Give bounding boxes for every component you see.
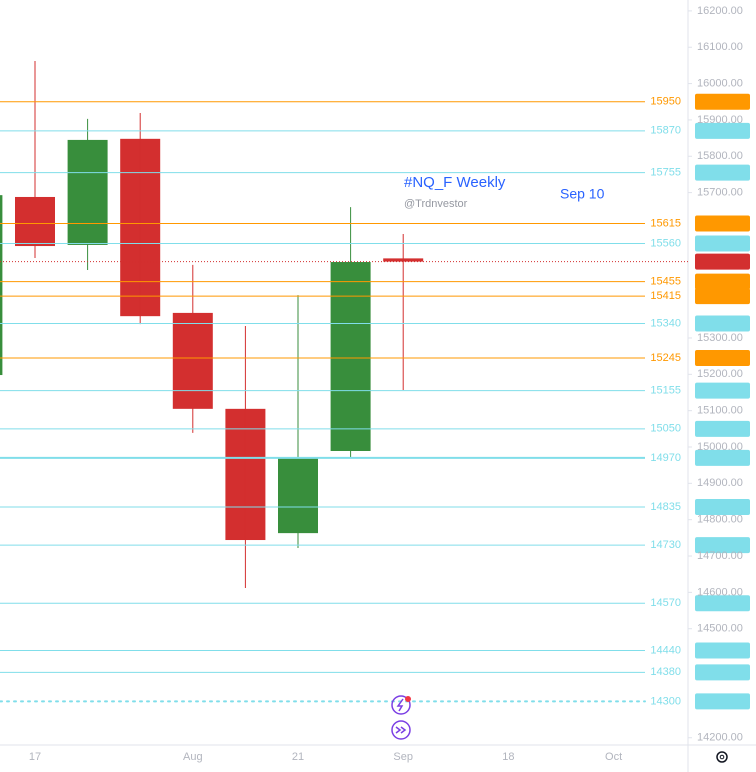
y-tick-label: 15000.00	[697, 441, 743, 453]
level-label: 14835	[650, 501, 681, 513]
level-label: 15340	[650, 317, 681, 329]
subtitle: @Trdnvestor	[404, 198, 468, 210]
y-tick-label: 15900.00	[697, 114, 743, 126]
alert-icon-bolt	[396, 698, 404, 712]
level-axis-box	[695, 235, 750, 252]
settings[interactable]	[716, 751, 728, 763]
level-label: 15050	[650, 423, 681, 435]
level-axis-box	[695, 449, 750, 466]
level-axis-box	[695, 537, 750, 554]
y-tick-label: 15100.00	[697, 405, 743, 417]
y-tick-label: 14600.00	[697, 586, 743, 598]
y-tick-label: 16100.00	[697, 41, 743, 53]
level-label: 14300	[650, 695, 681, 707]
y-tick-label: 15200.00	[697, 368, 743, 380]
y-tick-label: 14200.00	[697, 732, 743, 744]
y-tick-label: 16200.00	[697, 5, 743, 17]
settings-icon[interactable]	[716, 751, 728, 763]
level-label: 15415	[650, 290, 681, 302]
x-tick-label: Sep	[393, 751, 413, 763]
level-label: 14380	[650, 666, 681, 678]
level-label: 15615	[650, 217, 681, 229]
level-axis-box	[695, 595, 750, 612]
level-axis-box	[695, 164, 750, 181]
y-tick-label: 14900.00	[697, 477, 743, 489]
level-axis-box	[695, 642, 750, 659]
replay-icon-arrows	[395, 726, 407, 734]
alert-dot	[405, 696, 411, 702]
level-axis-box	[695, 420, 750, 437]
y-tick-label: 15300.00	[697, 332, 743, 344]
alert-icon[interactable]	[391, 695, 411, 715]
level-axis-box	[695, 664, 750, 681]
level-label: 15755	[650, 167, 681, 179]
y-tick-label: 14800.00	[697, 514, 743, 526]
level-axis-box	[695, 693, 750, 710]
level-axis-box	[695, 122, 750, 139]
replay-icon[interactable]	[391, 720, 411, 740]
level-label: 15245	[650, 352, 681, 364]
candle-body	[0, 195, 3, 376]
level-axis-box	[695, 93, 750, 110]
chart-title: #NQ_F Weekly	[404, 174, 506, 191]
x-tick-label: 18	[502, 751, 514, 763]
annotation: Sep 10	[560, 186, 605, 202]
y-tick-label: 16000.00	[697, 77, 743, 89]
level-axis-box	[695, 215, 750, 232]
level-label: 15560	[650, 237, 681, 249]
level-label: 15455	[650, 276, 681, 288]
level-label: 14730	[650, 539, 681, 551]
level-label: 14970	[650, 452, 681, 464]
level-label: 15870	[650, 125, 681, 137]
y-tick-label: 15800.00	[697, 150, 743, 162]
settings-icon-center	[719, 754, 725, 760]
y-tick-label: 14500.00	[697, 623, 743, 635]
icons[interactable]	[391, 695, 411, 740]
level-axis-box	[695, 498, 750, 515]
level-label: 14440	[650, 644, 681, 656]
last-price-box	[695, 253, 750, 270]
y-tick-label: 15700.00	[697, 187, 743, 199]
level-label: 15155	[650, 385, 681, 397]
level-axis-box	[695, 382, 750, 399]
x-tick-label: 21	[292, 751, 304, 763]
x-tick-label: Aug	[183, 751, 203, 763]
level-axis-box	[695, 273, 750, 290]
x-tick-label: Oct	[605, 751, 622, 763]
level-label: 15950	[650, 96, 681, 108]
level-axis-box	[695, 315, 750, 332]
y-tick-label: 14700.00	[697, 550, 743, 562]
level-axis-box	[695, 288, 750, 305]
level-axis-box	[695, 349, 750, 366]
level-label: 14570	[650, 597, 681, 609]
x-tick-label: 17	[29, 751, 41, 763]
